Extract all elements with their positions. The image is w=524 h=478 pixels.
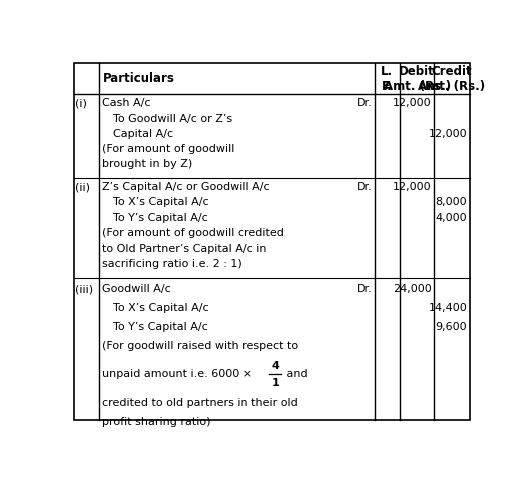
Text: to Old Partner’s Capital A/c in: to Old Partner’s Capital A/c in [102, 244, 266, 254]
Text: profit sharing ratio): profit sharing ratio) [102, 417, 210, 427]
Text: 1: 1 [271, 378, 279, 388]
Text: and: and [283, 369, 308, 380]
Text: (For amount of goodwill credited: (For amount of goodwill credited [102, 228, 283, 238]
Text: Dr.: Dr. [357, 182, 373, 192]
Text: (ii): (ii) [75, 182, 90, 192]
Text: 12,000: 12,000 [393, 98, 431, 109]
Text: Goodwill A/c: Goodwill A/c [102, 284, 170, 294]
Text: Particulars: Particulars [103, 72, 174, 85]
Text: To Goodwill A/c or Z’s: To Goodwill A/c or Z’s [113, 114, 232, 124]
Text: 12,000: 12,000 [393, 182, 431, 192]
Text: 12,000: 12,000 [429, 129, 467, 139]
Text: 4: 4 [271, 361, 279, 371]
Text: Debit
Amt. (Rs.): Debit Amt. (Rs.) [384, 65, 451, 93]
Text: (i): (i) [75, 98, 87, 109]
Text: unpaid amount i.e. 6000 ×: unpaid amount i.e. 6000 × [102, 369, 255, 380]
Text: (For amount of goodwill: (For amount of goodwill [102, 144, 234, 154]
Text: To Y’s Capital A/c: To Y’s Capital A/c [113, 213, 208, 223]
Text: Z’s Capital A/c or Goodwill A/c: Z’s Capital A/c or Goodwill A/c [102, 182, 269, 192]
Text: 24,000: 24,000 [393, 284, 431, 294]
Text: sacrificing ratio i.e. 2 : 1): sacrificing ratio i.e. 2 : 1) [102, 259, 242, 269]
Text: (For goodwill raised with respect to: (For goodwill raised with respect to [102, 341, 298, 351]
Text: 9,600: 9,600 [435, 322, 467, 332]
Text: To Y’s Capital A/c: To Y’s Capital A/c [113, 322, 208, 332]
Text: 8,000: 8,000 [435, 197, 467, 207]
Text: 14,400: 14,400 [429, 303, 467, 313]
Text: Capital A/c: Capital A/c [113, 129, 173, 139]
Text: Dr.: Dr. [357, 98, 373, 109]
Text: (iii): (iii) [75, 284, 93, 294]
Text: To X’s Capital A/c: To X’s Capital A/c [113, 197, 209, 207]
Text: Credit
Amt. (Rs.): Credit Amt. (Rs.) [418, 65, 485, 93]
Text: brought in by Z): brought in by Z) [102, 159, 192, 169]
Text: Dr.: Dr. [357, 284, 373, 294]
Text: To X’s Capital A/c: To X’s Capital A/c [113, 303, 209, 313]
Text: 4,000: 4,000 [435, 213, 467, 223]
Text: Cash A/c: Cash A/c [102, 98, 150, 109]
Text: L.
F.: L. F. [381, 65, 394, 93]
Text: credited to old partners in their old: credited to old partners in their old [102, 398, 298, 408]
